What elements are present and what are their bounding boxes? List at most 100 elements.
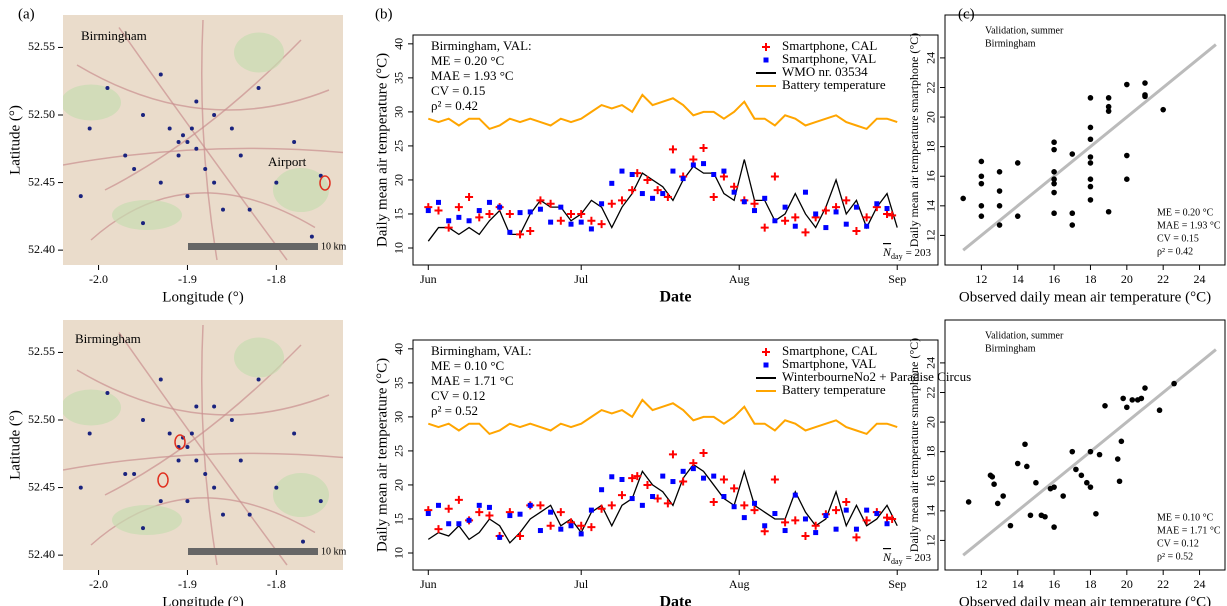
station-point: [78, 485, 83, 490]
data-point: [577, 521, 586, 530]
panel-label: (b): [375, 6, 393, 22]
data-point: [526, 226, 535, 235]
data-point: [527, 209, 533, 215]
y-tick-label: 15: [392, 208, 406, 220]
data-point: [1051, 484, 1057, 490]
map-road: [118, 332, 288, 566]
y-tick-label: 52.50: [28, 107, 55, 121]
data-point: [1087, 448, 1094, 455]
station-point: [78, 194, 83, 199]
map-park: [63, 84, 121, 121]
data-point: [1051, 139, 1057, 146]
data-point: [1129, 397, 1136, 403]
data-point: [719, 172, 728, 181]
data-point: [516, 531, 525, 540]
data-point: [617, 196, 626, 205]
data-point: [588, 507, 594, 513]
data-point: [1142, 80, 1148, 86]
map-park: [273, 168, 329, 212]
panel-label: (a): [18, 6, 35, 22]
data-point: [843, 221, 849, 227]
data-point: [639, 191, 645, 197]
data-point: [536, 501, 545, 510]
data-point: [996, 203, 1003, 209]
y-tick-label: 52.45: [28, 174, 55, 188]
data-point: [772, 218, 778, 224]
data-point: [832, 506, 841, 515]
data-point: [643, 175, 652, 184]
data-point: [781, 216, 790, 225]
data-point: [568, 221, 574, 227]
data-point: [507, 513, 513, 519]
station-point: [292, 431, 297, 436]
data-point: [1014, 213, 1021, 219]
data-point: [711, 171, 717, 177]
stats-annotation: ME = 0.10 °C: [1157, 512, 1214, 523]
y-axis-label: Daily mean air temperature (°C): [374, 358, 390, 552]
data-point: [425, 208, 431, 214]
station-point: [158, 180, 163, 185]
data-point: [517, 511, 523, 517]
station-point: [238, 153, 243, 158]
station-point: [229, 126, 234, 131]
data-point: [801, 228, 810, 237]
data-point: [884, 521, 890, 527]
plot-frame: [412, 339, 939, 571]
data-point: [1014, 460, 1021, 467]
y-tick-label: 35: [392, 72, 406, 84]
y-axis-label: Daily mean air temperature smartphone (°…: [907, 338, 921, 552]
data-point: [588, 226, 594, 232]
station-point: [176, 153, 181, 158]
panel-annotation: Birmingham: [985, 38, 1036, 49]
data-point: [792, 492, 798, 498]
station-point: [238, 458, 243, 463]
stats-annotation: ρ² = 0.42: [1157, 246, 1193, 257]
station-point: [185, 445, 190, 450]
x-tick-label: 20: [1121, 577, 1133, 591]
station-point: [274, 485, 279, 490]
y-tick-label: 52.40: [28, 547, 55, 561]
data-point: [772, 511, 778, 517]
station-point: [158, 377, 163, 382]
y-axis-label: Daily mean air temperature smartphone (°…: [907, 33, 921, 247]
data-point: [609, 180, 615, 186]
plot-area: [424, 93, 898, 242]
data-point: [1087, 484, 1094, 490]
data-point: [741, 199, 747, 205]
data-point: [711, 473, 717, 479]
data-point: [1087, 136, 1094, 143]
station-point: [141, 113, 145, 117]
data-point: [762, 195, 768, 201]
scale-label: 10 km: [321, 241, 347, 252]
data-point: [1051, 176, 1057, 183]
station-point: [185, 140, 190, 145]
y-tick-label: 20: [392, 479, 406, 491]
data-point: [1160, 106, 1166, 113]
scale-bar: [188, 548, 318, 555]
data-point: [639, 502, 645, 508]
n-label: Nday = 203: [882, 550, 932, 567]
n-subscript: day: [891, 252, 903, 261]
data-point: [476, 502, 482, 508]
y-tick-label: 35: [392, 377, 406, 389]
y-tick-label: 20: [924, 111, 938, 123]
stats-annotation: MAE = 1.93 °C: [431, 68, 514, 83]
data-point: [486, 199, 492, 205]
data-point: [1102, 402, 1108, 409]
data-point: [597, 220, 606, 229]
map-road: [201, 324, 218, 566]
station-point: [309, 234, 314, 239]
data-point: [1051, 169, 1057, 175]
legend-label: WMO nr. 03534: [782, 64, 868, 79]
data-point: [435, 502, 441, 508]
data-point: [991, 481, 997, 488]
scale-label: 10 km: [321, 546, 347, 557]
data-point: [505, 209, 514, 218]
station-point: [229, 418, 234, 422]
stats-annotation: ME = 0.10 °C: [431, 358, 504, 373]
x-axis-label: Observed daily mean air temperature (°C): [959, 594, 1211, 606]
station-point: [167, 126, 172, 131]
data-point: [1096, 451, 1103, 458]
n-symbol: N: [882, 245, 892, 259]
